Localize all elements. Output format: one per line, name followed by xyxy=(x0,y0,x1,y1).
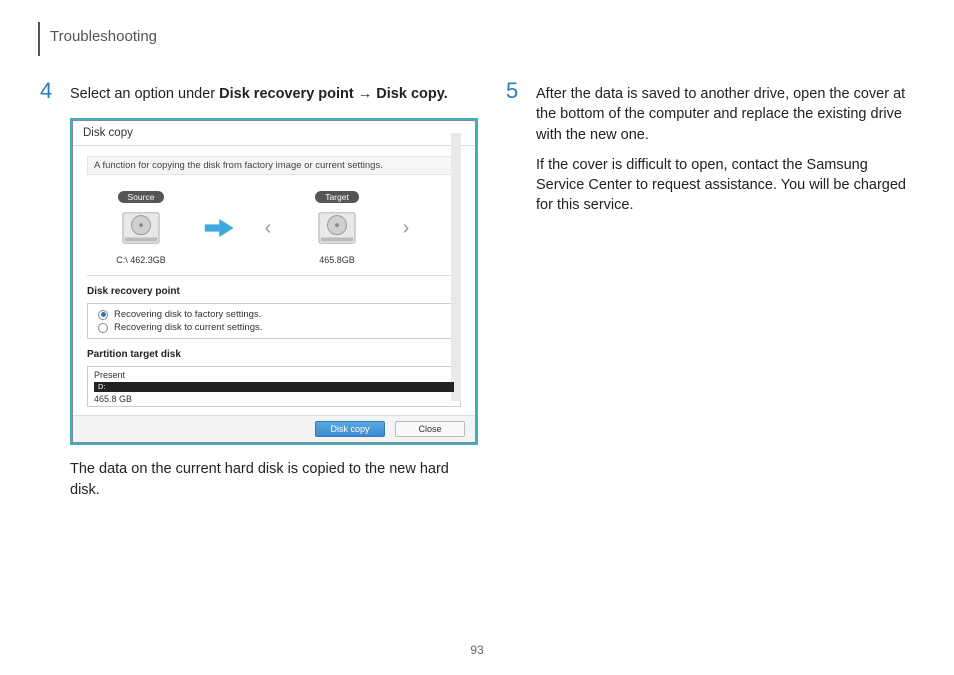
content-columns: 4 Select an option under Disk recovery p… xyxy=(40,80,914,500)
recovery-options: Recovering disk to factory settings. Rec… xyxy=(87,303,461,339)
partition-bar-size: 465.8 GB xyxy=(94,394,454,404)
step-4-result-text: The data on the current hard disk is cop… xyxy=(70,459,478,500)
step4-bold1: Disk recovery point xyxy=(219,86,354,102)
step-4: 4 Select an option under Disk recovery p… xyxy=(40,80,478,104)
source-label: Source xyxy=(118,191,165,203)
right-column: 5 After the data is saved to another dri… xyxy=(506,80,914,500)
radio-current[interactable]: Recovering disk to current settings. xyxy=(98,321,450,334)
step5-para1: After the data is saved to another drive… xyxy=(536,84,914,145)
target-size: 465.8GB xyxy=(297,255,377,265)
target-drive: Target 465.8GB xyxy=(297,191,377,265)
dialog-footer: Disk copy Close xyxy=(73,415,475,442)
header-divider xyxy=(38,22,40,56)
hard-drive-icon xyxy=(312,209,362,247)
recovery-heading: Disk recovery point xyxy=(87,286,461,297)
radio-factory[interactable]: Recovering disk to factory settings. xyxy=(98,308,450,321)
hard-drive-icon xyxy=(116,209,166,247)
step-number: 4 xyxy=(40,80,62,104)
drives-row: Source C:\ 462.3GB xyxy=(87,183,461,276)
dialog-title: Disk copy xyxy=(73,121,475,146)
source-drive: Source C:\ 462.3GB xyxy=(101,191,181,265)
step-5: 5 After the data is saved to another dri… xyxy=(506,80,914,216)
radio-factory-label: Recovering disk to factory settings. xyxy=(114,309,261,320)
left-column: 4 Select an option under Disk recovery p… xyxy=(40,80,478,500)
disk-copy-dialog: Disk copy A function for copying the dis… xyxy=(72,120,476,443)
target-label: Target xyxy=(315,191,359,203)
step-4-text: Select an option under Disk recovery poi… xyxy=(70,80,448,104)
scrollbar-track[interactable] xyxy=(451,133,461,401)
radio-current-label: Recovering disk to current settings. xyxy=(114,322,262,333)
step4-arrow: → xyxy=(354,86,377,102)
dialog-body: A function for copying the disk from fac… xyxy=(73,146,475,407)
section-header: Troubleshooting xyxy=(50,28,157,45)
partition-box: Present D: 465.8 GB xyxy=(87,366,461,407)
partition-bar: D: xyxy=(94,382,454,392)
dialog-screenshot-frame: Disk copy A function for copying the dis… xyxy=(70,118,478,445)
arrow-right-icon xyxy=(203,216,239,240)
chevron-left-icon[interactable]: ‹ xyxy=(261,217,275,240)
disk-copy-button[interactable]: Disk copy xyxy=(315,421,385,437)
step-5-text: After the data is saved to another drive… xyxy=(536,80,914,216)
step5-para2: If the cover is difficult to open, conta… xyxy=(536,155,914,216)
radio-icon xyxy=(98,323,108,333)
source-size: C:\ 462.3GB xyxy=(101,255,181,265)
chevron-right-icon[interactable]: › xyxy=(399,217,413,240)
dialog-description: A function for copying the disk from fac… xyxy=(87,156,461,175)
partition-heading: Partition target disk xyxy=(87,349,461,360)
step4-bold2: Disk copy. xyxy=(376,86,447,102)
close-button[interactable]: Close xyxy=(395,421,465,437)
step-number: 5 xyxy=(506,80,528,216)
radio-icon xyxy=(98,310,108,320)
step4-prefix: Select an option under xyxy=(70,86,219,102)
page-number: 93 xyxy=(0,643,954,657)
partition-present-label: Present xyxy=(94,370,454,380)
